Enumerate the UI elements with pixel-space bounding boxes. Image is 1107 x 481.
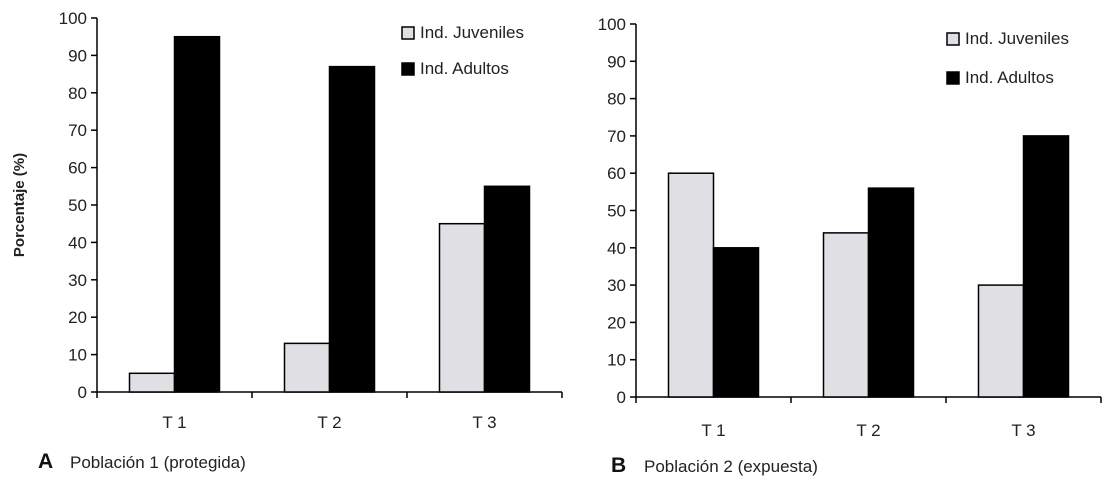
panel-a-bar-juveniles-3 [438, 222, 486, 393]
panel-a-caption: Población 1 (protegida) [70, 453, 246, 472]
panel-a-y-axis-title: Porcentaje (%) [11, 153, 28, 257]
panel-b-letter: B [611, 454, 626, 477]
panel-a-bar-juveniles-1 [128, 372, 176, 393]
panel-a-bar-adultos-3 [483, 185, 531, 393]
panel-b-caption: Población 2 (expuesta) [644, 457, 818, 476]
panel-a-y-tick-label: 50 [68, 196, 87, 215]
panel-a-y-tick-label: 100 [59, 9, 87, 28]
panel-b-legend-swatch [946, 32, 960, 46]
panel-a-bar-adultos-1 [173, 35, 221, 393]
panel-b-bar-juveniles-3 [977, 284, 1025, 398]
panel-b-category-label: T 2 [856, 421, 880, 440]
panel-a-category-label: T 1 [162, 413, 186, 432]
panel-a-y-tick-label: 30 [68, 271, 87, 290]
panel-b-y-tick-label: 30 [607, 276, 626, 295]
panel-b-y-tick-label: 0 [617, 388, 626, 407]
panel-b-y-tick-label: 20 [607, 313, 626, 332]
panel-b-y-tick-label: 80 [607, 90, 626, 109]
panel-a-category-label: T 3 [472, 413, 496, 432]
panel-b-y-tick-label: 40 [607, 239, 626, 258]
panel-a-chart: 0 10 20 30 40 50 60 70 80 90 100 T 1 T 2 T 3 Ind. Juve… [11, 9, 563, 473]
panel-a-legend-label: Ind. Adultos [420, 59, 509, 78]
panel-a-y-tick-label: 10 [68, 346, 87, 365]
panel-a-y-tick-label: 0 [78, 383, 87, 402]
panel-b-bar-juveniles-1 [667, 172, 715, 398]
panel-b-bar-adultos-1 [712, 247, 760, 398]
panel-b-category-label: T 1 [701, 421, 725, 440]
panel-a-y-tick-label: 60 [68, 159, 87, 178]
panel-b-legend-label: Ind. Adultos [965, 68, 1054, 87]
panel-b-bar-adultos-3 [1022, 135, 1070, 398]
panel-b-legend-label: Ind. Juveniles [965, 29, 1069, 48]
panel-b-legend-swatch [946, 71, 960, 85]
panel-b-y-tick-label: 50 [607, 202, 626, 221]
panel-b-bar-juveniles-2 [822, 232, 870, 398]
panel-b-y-tick-label: 70 [607, 127, 626, 146]
panel-a-legend-label: Ind. Juveniles [420, 23, 524, 42]
panel-a-bar-adultos-2 [328, 65, 376, 393]
panel-a-bar-juveniles-2 [283, 342, 331, 393]
panel-a-legend-swatch [401, 26, 415, 40]
panel-a-y-tick-label: 20 [68, 308, 87, 327]
panel-a-y-tick-label: 70 [68, 121, 87, 140]
panel-b-y-tick-label: 60 [607, 164, 626, 183]
panel-a-letter: A [38, 450, 53, 473]
panel-a-legend-swatch [401, 62, 415, 76]
panel-b-chart: 0 10 20 30 40 50 60 70 80 90 100 T 1 T 2 T 3 Ind. Juve… [598, 15, 1102, 477]
panel-a-y-tick-label: 80 [68, 84, 87, 103]
panel-a-y-tick-label: 90 [68, 46, 87, 65]
panel-a-y-tick-label: 40 [68, 233, 87, 252]
panel-b-bar-adultos-2 [867, 187, 915, 398]
panel-a-category-label: T 2 [317, 413, 341, 432]
panel-b-category-label: T 3 [1011, 421, 1035, 440]
panel-b-y-tick-label: 10 [607, 351, 626, 370]
panel-b-y-tick-label: 90 [607, 52, 626, 71]
panel-b-y-tick-label: 100 [598, 15, 626, 34]
